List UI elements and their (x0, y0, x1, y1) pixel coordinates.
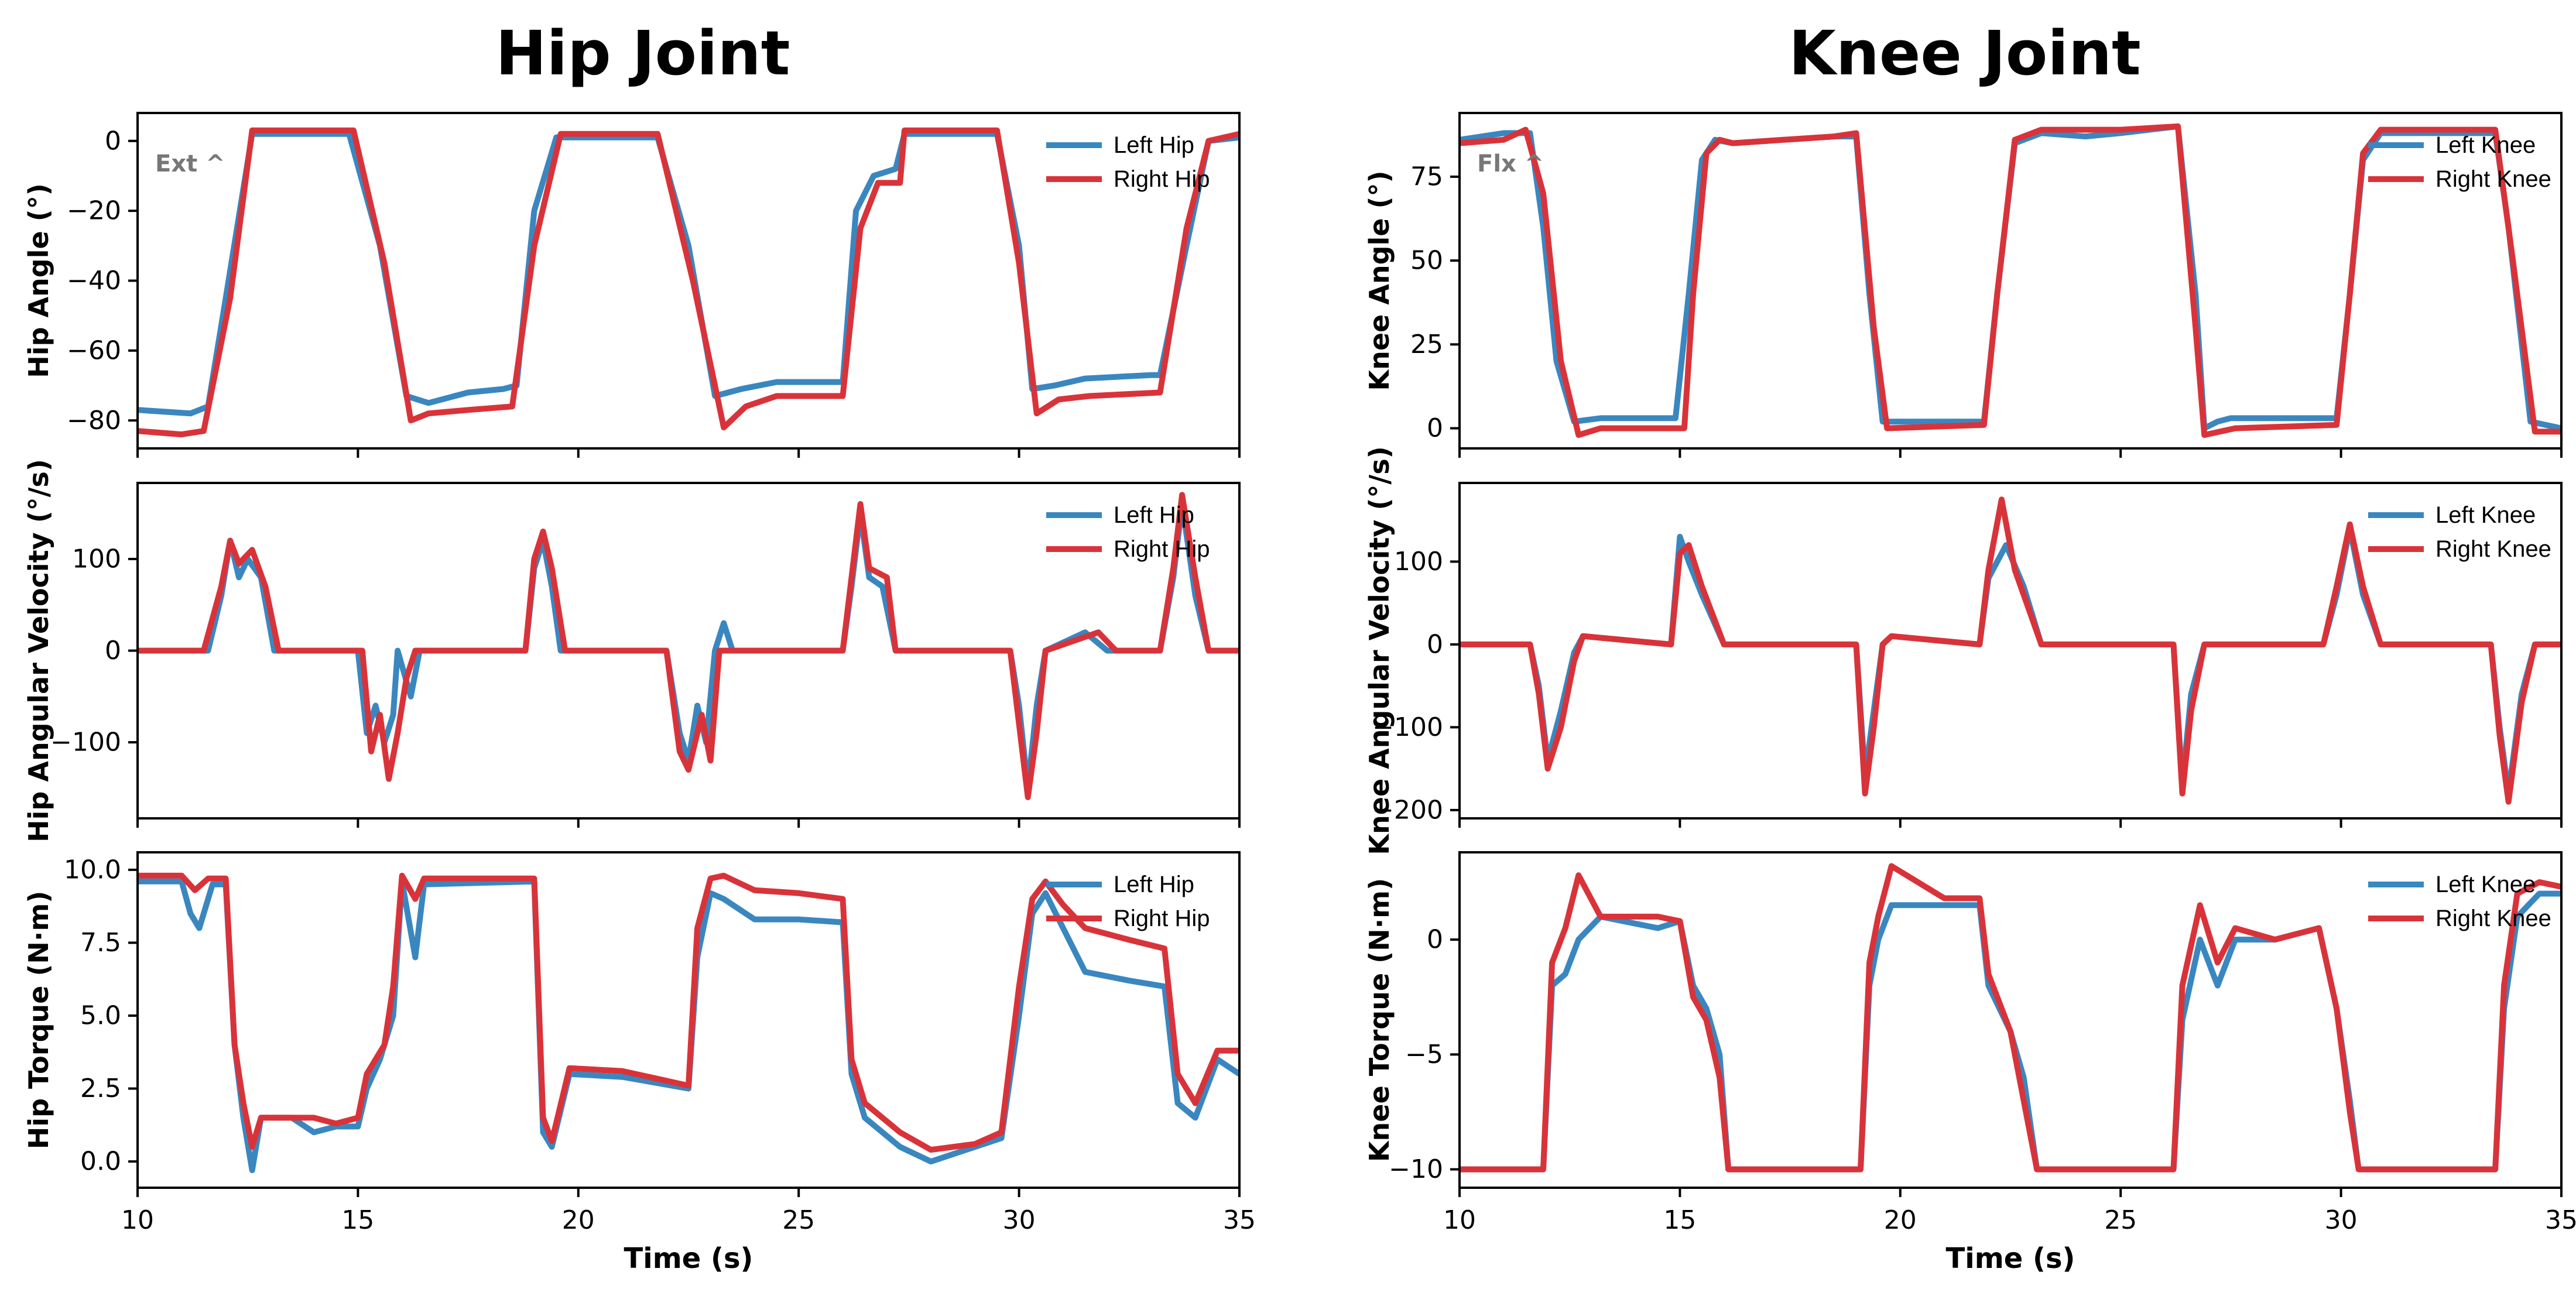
hip-angle-ytick-label-1: −20 (67, 196, 121, 226)
knee-vel-ytick-label-0: 100 (1394, 547, 1443, 577)
knee-angle-ytick-label-3: 0 (1427, 413, 1443, 443)
knee-torque-legend-label-1: Right Knee (2435, 906, 2551, 931)
knee-torque-xtick-label-2: 20 (1884, 1205, 1917, 1235)
knee-torque-xtick-label-1: 15 (1663, 1205, 1696, 1235)
hip-torque-series-right (138, 872, 1239, 1153)
hip-vel-ytick-label-0: 100 (72, 544, 121, 574)
knee-torque-ylabel: Knee Torque (N·m) (1364, 878, 1395, 1162)
knee-angle-ylabel: Knee Angle (°) (1364, 170, 1395, 390)
knee-torque-ytick-label-0: 0 (1427, 925, 1443, 955)
knee-angle-ytick-label-1: 50 (1410, 246, 1443, 276)
knee-angle-series-right (1460, 123, 2561, 438)
hip-angle-ytick-label-2: −40 (67, 266, 121, 296)
knee-torque-ytick-label-1: −5 (1405, 1040, 1443, 1069)
hip-angle-ytick-label-4: −80 (67, 406, 121, 436)
hip-angle-chart: 0 −20 −40 −60 −80 Hip Angle (°) Ext ^ Left Hip R… (23, 112, 1241, 458)
knee-torque-series-right (1460, 863, 2561, 1173)
hip-vel-ytick-label-1: 0 (105, 636, 121, 666)
knee-vel-series-left (1460, 525, 2561, 797)
hip-torque-xtick-label-1: 15 (341, 1205, 374, 1235)
hip-angle-ytick-label-3: −60 (67, 335, 121, 365)
knee-torque-legend-label-0: Left Knee (2435, 872, 2536, 897)
hip-torque-xlabel: Time (s) (624, 1242, 753, 1275)
knee-vel-frame (1458, 482, 2563, 820)
hip-vel-legend-label-1: Right Hip (1114, 536, 1210, 562)
knee-vel-ytick-label-2: −100 (1372, 712, 1443, 742)
hip-torque-xtick-label-4: 30 (1003, 1205, 1036, 1235)
hip-vel-series-right (138, 492, 1239, 800)
knee-angle-chart: 75 50 25 0 Knee Angle (°) Flx ^ Left Knee Right… (1364, 112, 2563, 458)
hip-torque-ytick-label-2: 5.0 (80, 1001, 121, 1031)
knee-torque-xtick-label-5: 35 (2545, 1205, 2576, 1235)
knee-torque-xtick-label-4: 30 (2325, 1205, 2358, 1235)
knee-torque-xtick-label-0: 10 (1443, 1205, 1476, 1235)
hip-torque-ytick-label-4: 0.0 (80, 1147, 121, 1177)
knee-vel-ylabel: Knee Angular Velocity (°/s) (1364, 446, 1395, 855)
hip-angle-annotation: Ext ^ (155, 150, 225, 177)
hip-torque-series-left (138, 878, 1239, 1174)
hip-torque-ytick-label-1: 7.5 (80, 928, 121, 958)
knee-vel-legend-label-0: Left Knee (2435, 502, 2536, 528)
hip-vel-ytick-label-2: −100 (50, 728, 121, 757)
hip-angle-legend-label-0: Left Hip (1114, 132, 1194, 158)
knee-angle-legend-label-0: Left Knee (2435, 132, 2536, 158)
knee-angle-ytick-label-0: 75 (1410, 162, 1443, 191)
hip-torque-xtick-label-5: 35 (1223, 1205, 1256, 1235)
hip-torque-xtick-label-0: 10 (121, 1205, 154, 1235)
knee-torque-xlabel: Time (s) (1946, 1242, 2075, 1275)
knee-angle-annotation: Flx ^ (1477, 150, 1544, 177)
knee-angle-legend-label-1: Right Knee (2435, 166, 2551, 192)
knee-vel-legend-label-1: Right Knee (2435, 536, 2551, 562)
knee-vel-series-right (1460, 496, 2561, 805)
knee-angle-frame (1458, 112, 2563, 450)
hip-vel-legend-label-0: Left Hip (1114, 502, 1194, 528)
hip-angle-ylabel: Hip Angle (°) (23, 183, 54, 378)
hip-torque-legend-label-1: Right Hip (1114, 906, 1210, 931)
knee-angle-ytick-label-2: 25 (1410, 330, 1443, 359)
knee-vel-ytick-label-3: −200 (1372, 795, 1443, 825)
hip-angle-ytick-label-0: 0 (105, 126, 121, 156)
knee-vel-ytick-label-1: 0 (1427, 629, 1443, 659)
hip-angle-series-right (138, 127, 1239, 438)
knee-column-title: Knee Joint (1789, 18, 2141, 89)
knee-torque-ytick-label-2: −10 (1389, 1154, 1443, 1184)
knee-torque-frame (1458, 851, 2563, 1189)
hip-torque-ytick-label-3: 2.5 (80, 1074, 121, 1103)
hip-torque-ylabel: Hip Torque (N·m) (23, 891, 54, 1150)
hip-angle-legend-label-1: Right Hip (1114, 166, 1210, 192)
hip-torque-ytick-label-0: 10.0 (64, 855, 121, 885)
hip-vel-ylabel: Hip Angular Velocity (°/s) (23, 459, 54, 842)
hip-column-title: Hip Joint (495, 18, 790, 89)
hip-torque-frame (136, 851, 1241, 1189)
hip-torque-xtick-label-2: 20 (562, 1205, 595, 1235)
hip-torque-xtick-label-3: 25 (782, 1205, 815, 1235)
hip-torque-legend-label-0: Left Hip (1114, 872, 1194, 897)
knee-torque-xtick-label-3: 25 (2104, 1205, 2137, 1235)
hip-torque-chart: 10.0 7.5 5.0 2.5 0.010 15 20 25 30 35 Hip Torque (… (23, 851, 1256, 1275)
